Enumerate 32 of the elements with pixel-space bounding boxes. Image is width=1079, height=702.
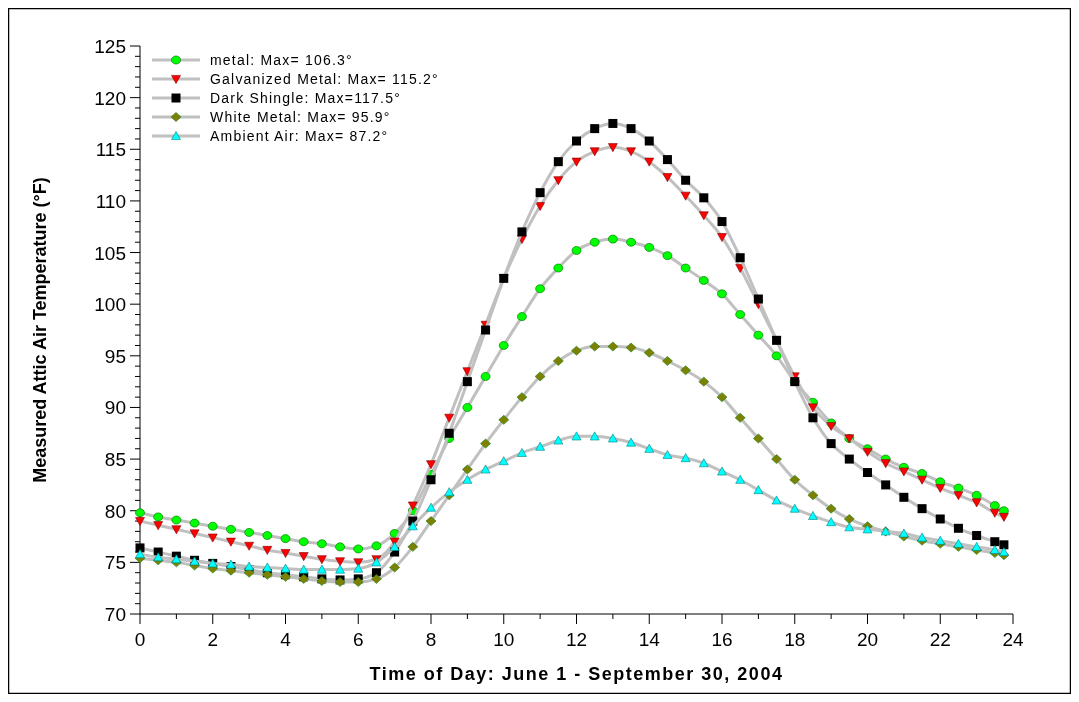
x-tick-label: 18 — [784, 629, 806, 650]
y-tick-label: 90 — [104, 397, 126, 419]
y-tick-label: 120 — [94, 87, 126, 109]
y-tick-label: 100 — [94, 294, 126, 316]
x-tick-label: 2 — [207, 629, 219, 650]
legend-label: Dark Shingle: Max=117.5° — [210, 90, 401, 106]
x-tick-label: 0 — [134, 629, 146, 650]
x-tick-label: 20 — [856, 629, 879, 650]
y-tick-label: 105 — [94, 242, 126, 264]
y-tick-label: 70 — [104, 604, 126, 625]
legend-label: White Metal: Max= 95.9° — [210, 109, 391, 125]
y-tick-label: 75 — [104, 552, 126, 574]
legend-label: Ambient Air: Max= 87.2° — [210, 128, 389, 144]
y-tick-label: 115 — [95, 139, 126, 161]
y-tick-label: 80 — [104, 500, 126, 522]
x-tick-label: 10 — [493, 629, 515, 650]
y-axis-title: Measured Attic Air Temperature (°F) — [30, 177, 50, 483]
y-tick-label: 125 — [94, 36, 126, 57]
x-tick-label: 14 — [638, 629, 661, 650]
x-axis-title: Time of Day: June 1 - September 30, 2004 — [369, 664, 784, 684]
y-tick-label: 110 — [95, 190, 126, 212]
x-tick-label: 16 — [711, 629, 733, 650]
legend-label: metal: Max= 106.3° — [210, 52, 353, 68]
x-tick-label: 4 — [280, 629, 292, 650]
x-tick-label: 12 — [565, 629, 588, 650]
y-tick-label: 85 — [104, 449, 126, 471]
x-tick-label: 8 — [425, 629, 437, 650]
x-tick-label: 22 — [929, 629, 951, 650]
y-tick-label: 95 — [104, 345, 126, 367]
legend-label: Galvanized Metal: Max= 115.2° — [210, 71, 439, 87]
x-tick-label: 6 — [352, 629, 364, 650]
x-tick-label: 24 — [1002, 629, 1024, 650]
